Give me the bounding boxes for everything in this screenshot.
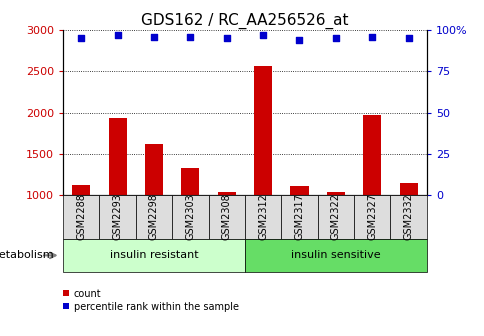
Point bbox=[367, 34, 375, 40]
Point bbox=[150, 34, 157, 40]
Text: percentile rank within the sample: percentile rank within the sample bbox=[74, 302, 238, 312]
Text: GSM2303: GSM2303 bbox=[185, 193, 195, 240]
Bar bbox=[290, 186, 308, 195]
Bar bbox=[399, 182, 417, 195]
Text: GSM2327: GSM2327 bbox=[366, 193, 377, 240]
Text: GSM2293: GSM2293 bbox=[112, 193, 122, 240]
Text: insulin sensitive: insulin sensitive bbox=[290, 250, 380, 260]
Bar bbox=[363, 115, 380, 195]
Point bbox=[186, 34, 194, 40]
Point bbox=[295, 37, 302, 43]
Text: GSM2298: GSM2298 bbox=[149, 193, 159, 240]
Text: GSM2308: GSM2308 bbox=[221, 193, 231, 240]
Text: GSM2317: GSM2317 bbox=[294, 193, 304, 240]
Text: GSM2322: GSM2322 bbox=[330, 193, 340, 240]
Point bbox=[113, 33, 121, 38]
Text: GSM2312: GSM2312 bbox=[257, 193, 268, 240]
Text: GSM2332: GSM2332 bbox=[403, 193, 413, 240]
Text: insulin resistant: insulin resistant bbox=[109, 250, 198, 260]
Bar bbox=[326, 192, 344, 195]
Bar bbox=[254, 66, 272, 195]
Bar bbox=[72, 185, 90, 195]
Text: count: count bbox=[74, 289, 101, 299]
Point bbox=[331, 36, 339, 41]
Point bbox=[258, 33, 266, 38]
Bar bbox=[145, 144, 163, 195]
Bar bbox=[108, 118, 126, 195]
Point bbox=[77, 36, 85, 41]
Point bbox=[222, 36, 230, 41]
Text: metabolism: metabolism bbox=[0, 250, 53, 260]
Text: GSM2288: GSM2288 bbox=[76, 193, 86, 240]
Title: GDS162 / RC_AA256526_at: GDS162 / RC_AA256526_at bbox=[141, 13, 348, 29]
Point bbox=[404, 36, 411, 41]
Bar bbox=[181, 168, 199, 195]
Bar bbox=[217, 192, 235, 195]
